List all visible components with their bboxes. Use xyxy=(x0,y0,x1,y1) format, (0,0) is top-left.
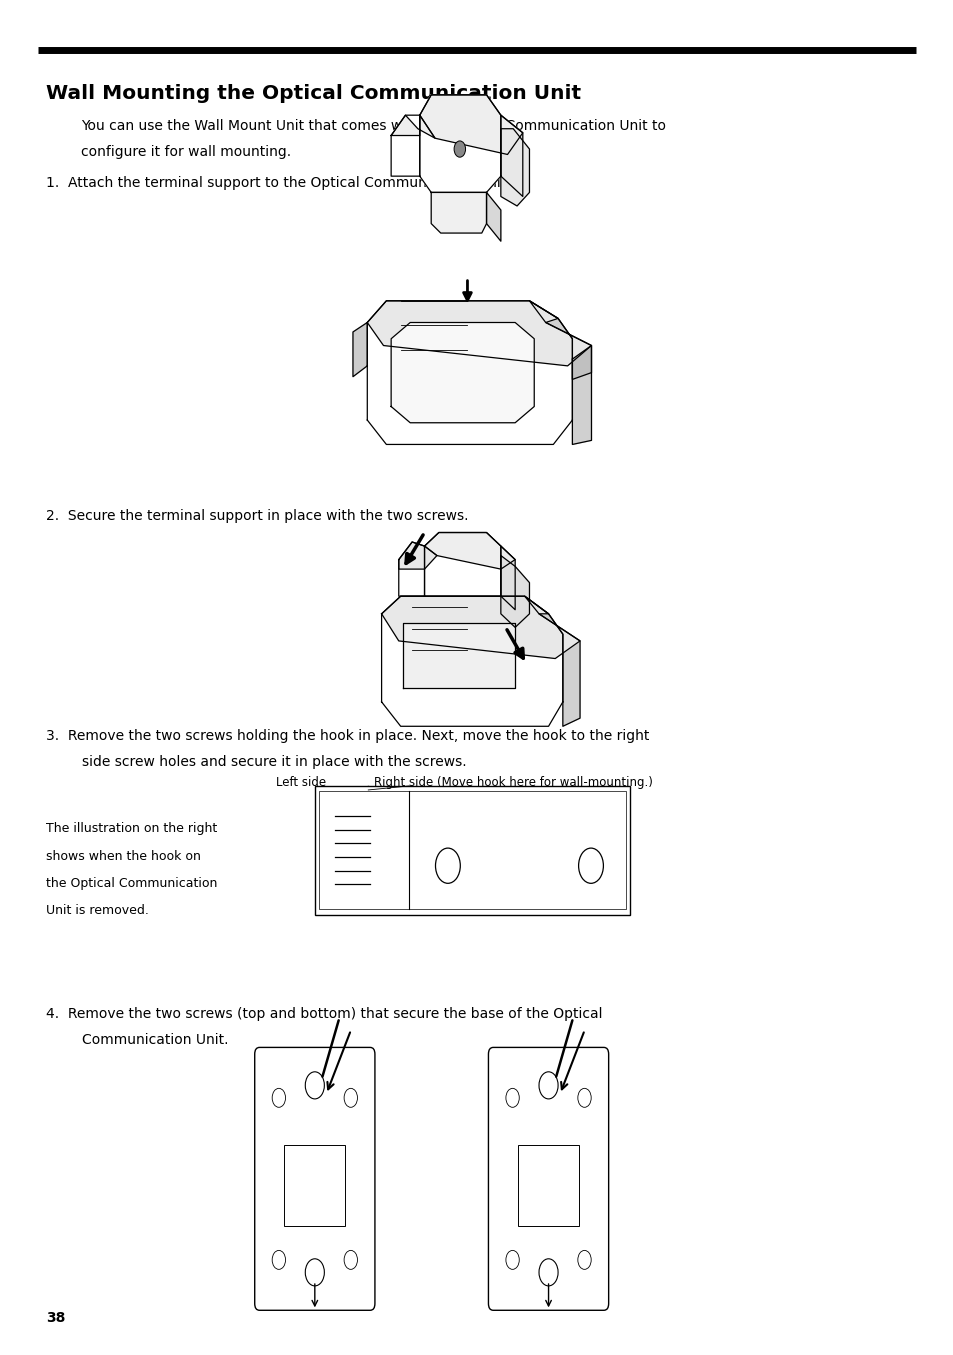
Polygon shape xyxy=(398,542,424,596)
Text: Wall Mounting the Optical Communication Unit: Wall Mounting the Optical Communication … xyxy=(46,84,580,103)
Polygon shape xyxy=(500,546,515,610)
Text: 38: 38 xyxy=(46,1312,65,1325)
Polygon shape xyxy=(391,115,435,138)
Polygon shape xyxy=(398,542,436,569)
Text: Unit is removed.: Unit is removed. xyxy=(46,904,149,917)
Polygon shape xyxy=(381,596,562,726)
Polygon shape xyxy=(424,533,515,569)
Polygon shape xyxy=(419,95,500,192)
Circle shape xyxy=(454,141,465,157)
Text: 2.  Secure the terminal support in place with the two screws.: 2. Secure the terminal support in place … xyxy=(46,509,468,523)
Polygon shape xyxy=(500,115,522,196)
Text: 1.  Attach the terminal support to the Optical Communication Unit.: 1. Attach the terminal support to the Op… xyxy=(46,176,510,190)
Polygon shape xyxy=(424,533,500,596)
Bar xyxy=(314,786,629,915)
Text: 4.  Remove the two screws (top and bottom) that secure the base of the Optical: 4. Remove the two screws (top and bottom… xyxy=(46,1007,601,1020)
Polygon shape xyxy=(431,192,486,233)
Polygon shape xyxy=(500,129,529,206)
Text: Right side (Move hook here for wall-mounting.): Right side (Move hook here for wall-moun… xyxy=(374,775,652,789)
Polygon shape xyxy=(419,95,522,154)
Polygon shape xyxy=(367,301,572,444)
Polygon shape xyxy=(391,322,534,423)
Polygon shape xyxy=(486,192,500,241)
Text: 3.  Remove the two screws holding the hook in place. Next, move the hook to the : 3. Remove the two screws holding the hoo… xyxy=(46,729,648,743)
Text: Communication Unit.: Communication Unit. xyxy=(82,1033,229,1046)
Polygon shape xyxy=(391,115,419,176)
Polygon shape xyxy=(524,596,579,726)
Bar xyxy=(318,791,625,909)
Polygon shape xyxy=(572,346,591,379)
FancyBboxPatch shape xyxy=(488,1047,608,1310)
Text: You can use the Wall Mount Unit that comes with the Optical Communication Unit t: You can use the Wall Mount Unit that com… xyxy=(81,119,665,133)
Polygon shape xyxy=(353,322,367,377)
Bar xyxy=(284,1145,345,1225)
Polygon shape xyxy=(529,301,591,444)
Polygon shape xyxy=(500,556,529,627)
FancyBboxPatch shape xyxy=(254,1047,375,1310)
Text: The illustration on the right: The illustration on the right xyxy=(46,822,217,836)
Bar xyxy=(517,1145,578,1225)
Text: shows when the hook on: shows when the hook on xyxy=(46,850,200,863)
Text: Left side: Left side xyxy=(275,775,326,789)
Text: side screw holes and secure it in place with the screws.: side screw holes and secure it in place … xyxy=(82,755,466,768)
Polygon shape xyxy=(367,301,591,366)
Text: the Optical Communication: the Optical Communication xyxy=(46,877,217,890)
Text: configure it for wall mounting.: configure it for wall mounting. xyxy=(81,145,291,159)
Polygon shape xyxy=(381,596,579,659)
Polygon shape xyxy=(402,623,515,688)
